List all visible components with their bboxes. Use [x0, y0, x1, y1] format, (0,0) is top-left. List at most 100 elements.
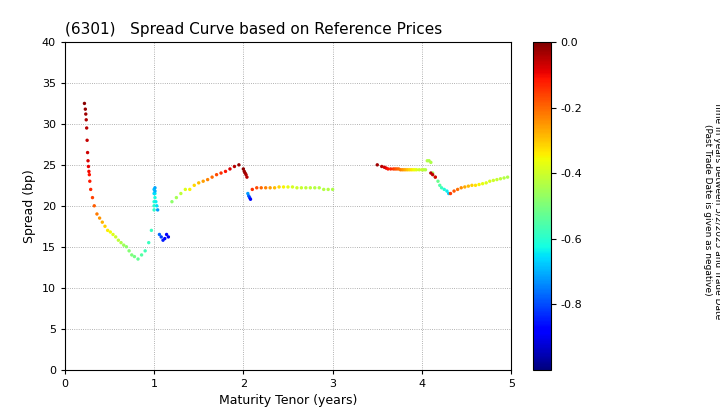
Y-axis label: Spread (bp): Spread (bp): [23, 169, 36, 243]
Point: [391, 165, 402, 172]
Point: [224, 165, 235, 172]
Point: [184, 186, 196, 193]
Point: [400, 166, 412, 173]
Point: [421, 158, 433, 164]
Point: [264, 184, 276, 191]
Point: [102, 227, 114, 234]
Point: [300, 184, 312, 191]
Point: [129, 253, 140, 260]
Point: [487, 177, 499, 184]
Point: [241, 174, 253, 181]
Point: [149, 190, 161, 197]
Point: [215, 170, 227, 176]
Point: [193, 179, 204, 186]
Point: [197, 178, 209, 184]
Point: [416, 166, 428, 173]
Point: [145, 227, 157, 234]
Point: [152, 207, 163, 213]
Point: [163, 234, 174, 240]
Point: [491, 176, 503, 183]
Point: [233, 161, 245, 168]
Point: [420, 166, 431, 173]
Point: [380, 165, 392, 171]
Point: [239, 170, 251, 176]
Point: [484, 178, 495, 184]
Point: [157, 237, 168, 244]
Point: [175, 190, 186, 197]
Point: [156, 234, 167, 240]
Point: [240, 171, 252, 178]
Point: [269, 184, 280, 191]
Point: [94, 215, 105, 221]
Point: [104, 228, 116, 235]
Point: [469, 182, 481, 189]
Point: [291, 184, 302, 191]
Point: [274, 184, 285, 190]
Point: [395, 166, 406, 173]
Point: [81, 116, 92, 123]
Point: [78, 100, 90, 107]
Point: [89, 202, 100, 209]
Point: [243, 193, 254, 199]
Point: [159, 235, 171, 242]
Point: [149, 188, 161, 194]
Point: [425, 159, 436, 166]
Point: [502, 174, 513, 181]
Point: [282, 184, 294, 190]
Point: [498, 175, 510, 181]
Point: [256, 184, 267, 191]
Point: [91, 210, 103, 217]
Point: [404, 166, 415, 173]
Point: [305, 184, 316, 191]
Point: [136, 252, 148, 258]
Point: [432, 178, 444, 184]
Point: [211, 171, 222, 178]
Point: [441, 188, 453, 194]
Point: [409, 166, 420, 173]
Point: [238, 165, 249, 172]
Point: [140, 247, 151, 254]
Point: [393, 165, 405, 172]
Point: [430, 174, 441, 181]
Point: [462, 183, 474, 189]
Point: [99, 223, 111, 230]
Point: [423, 158, 435, 164]
Point: [107, 231, 119, 238]
Point: [96, 219, 108, 226]
Point: [449, 188, 460, 194]
Point: [207, 174, 218, 181]
Point: [132, 256, 144, 262]
Point: [80, 111, 91, 118]
Point: [296, 184, 307, 191]
Point: [287, 184, 298, 190]
Point: [149, 194, 161, 201]
Point: [405, 166, 417, 173]
Point: [229, 163, 240, 170]
Point: [83, 168, 94, 175]
Point: [278, 184, 289, 190]
Point: [327, 186, 338, 193]
Point: [385, 165, 397, 172]
Point: [148, 202, 160, 209]
Point: [390, 165, 401, 172]
Point: [121, 243, 132, 250]
Point: [459, 184, 471, 190]
Point: [436, 184, 447, 191]
Point: [171, 194, 182, 201]
Point: [80, 106, 91, 113]
Point: [82, 158, 94, 164]
Point: [434, 182, 446, 189]
Point: [251, 184, 263, 191]
Point: [189, 182, 200, 189]
Point: [202, 176, 213, 183]
Point: [166, 198, 178, 205]
Point: [149, 184, 161, 191]
Point: [379, 164, 390, 171]
Point: [81, 125, 92, 131]
Point: [246, 186, 258, 193]
Point: [153, 231, 165, 238]
Point: [309, 184, 320, 191]
Point: [179, 186, 191, 193]
Point: [242, 190, 253, 197]
Point: [238, 168, 250, 175]
